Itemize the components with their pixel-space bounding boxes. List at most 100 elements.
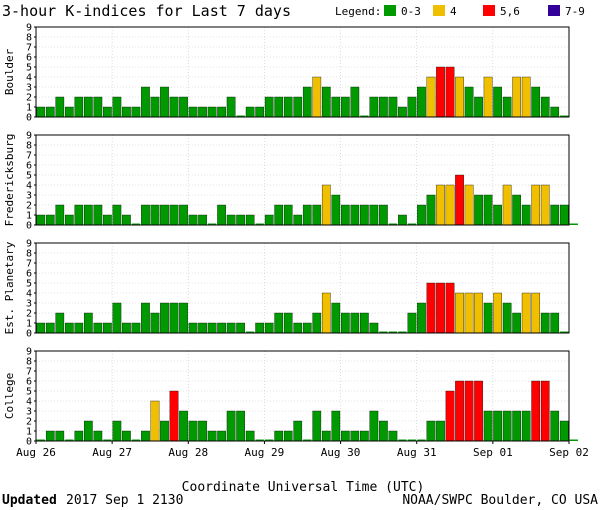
k-bar	[350, 312, 360, 334]
k-bar	[160, 86, 169, 118]
k-bar	[407, 312, 417, 334]
updated-value: 2017 Sep 1 2130	[66, 493, 183, 508]
k-bar	[74, 96, 84, 118]
k-bar	[540, 96, 550, 118]
k-bar	[550, 312, 560, 334]
k-bar	[331, 96, 341, 118]
k-bar	[131, 439, 141, 441]
credit-text: NOAA/SWPC Boulder, CO USA	[402, 493, 598, 508]
y-tick-label: 5	[26, 279, 32, 290]
panel-frame	[35, 350, 570, 442]
k-bar	[207, 106, 217, 118]
legend-swatch-2	[483, 5, 495, 16]
k-bar	[483, 302, 493, 334]
y-tick-label: 2	[26, 201, 32, 212]
k-bar	[559, 204, 569, 226]
y-tick-label: 1	[26, 211, 32, 222]
k-bar	[379, 420, 388, 442]
k-bar	[455, 292, 464, 334]
k-bar	[226, 410, 236, 442]
k-bar	[103, 214, 112, 226]
k-bar	[188, 214, 198, 226]
k-bar	[141, 204, 150, 226]
k-bar	[255, 223, 264, 225]
k-bar	[502, 302, 512, 334]
k-bar	[103, 439, 112, 441]
k-bar	[531, 380, 541, 442]
station-label: Fredericksburg	[3, 134, 16, 227]
panel-frame	[35, 26, 570, 118]
k-bar	[379, 331, 388, 333]
y-tick-label: 3	[26, 407, 32, 418]
k-bar	[198, 420, 207, 442]
k-bar	[464, 184, 474, 226]
k-bar	[74, 322, 84, 334]
x-tick-label: Sep 01	[473, 446, 513, 459]
k-bar	[255, 439, 264, 441]
k-bar	[445, 66, 455, 118]
k-bar	[179, 96, 188, 118]
k-bar	[560, 115, 569, 117]
k-bar	[331, 194, 341, 226]
k-bar	[93, 204, 103, 226]
k-bar	[36, 322, 46, 334]
k-bar	[493, 86, 502, 118]
k-bar	[103, 322, 112, 334]
y-tick-label: 9	[26, 239, 32, 250]
k-bar	[312, 76, 322, 118]
k-bar	[436, 420, 445, 442]
k-bar	[74, 204, 84, 226]
k-bar	[388, 96, 398, 118]
k-bar	[417, 86, 426, 118]
k-bar	[340, 204, 350, 226]
k-bar	[474, 380, 483, 442]
y-tick-label: 3	[26, 83, 32, 94]
k-bar	[112, 302, 122, 334]
k-bar	[464, 292, 474, 334]
k-bar	[350, 430, 360, 442]
k-bar	[150, 96, 160, 118]
k-bar	[569, 439, 578, 441]
k-bar	[45, 322, 55, 334]
k-bar	[455, 174, 464, 226]
k-bar	[131, 223, 141, 225]
k-bar	[483, 76, 493, 118]
k-bar	[417, 302, 426, 334]
k-bar	[426, 420, 436, 442]
k-bar	[198, 214, 207, 226]
k-bar	[169, 390, 179, 442]
k-bar	[464, 380, 474, 442]
k-bar	[217, 106, 226, 118]
legend-entry-2: 5,6	[500, 5, 520, 18]
k-bar	[122, 430, 131, 442]
station-panels: 0123456789Boulder0123456789Fredericksbur…	[3, 23, 578, 448]
k-bar	[483, 194, 493, 226]
y-tick-label: 8	[26, 141, 32, 152]
k-bar	[150, 312, 160, 334]
k-bar	[321, 86, 331, 118]
y-tick-label: 5	[26, 387, 32, 398]
k-bar	[350, 86, 360, 118]
y-tick-label: 9	[26, 347, 32, 358]
k-bar	[160, 420, 169, 442]
k-bar	[188, 106, 198, 118]
k-bar	[550, 410, 560, 442]
k-bar	[360, 312, 369, 334]
k-bar	[340, 96, 350, 118]
x-tick-label: Aug 28	[168, 446, 208, 459]
k-bar	[560, 331, 569, 333]
k-bar	[521, 204, 531, 226]
k-bar	[321, 292, 331, 334]
k-bar	[36, 214, 46, 226]
legend-swatch-1	[433, 5, 445, 16]
k-bar	[265, 439, 274, 441]
k-bar	[283, 204, 293, 226]
k-bar	[540, 312, 550, 334]
legend-entry-1: 4	[450, 5, 457, 18]
k-bar	[388, 331, 398, 333]
station-label: College	[3, 373, 16, 419]
y-tick-label: 3	[26, 191, 32, 202]
k-bar	[160, 204, 169, 226]
k-bar	[74, 430, 84, 442]
